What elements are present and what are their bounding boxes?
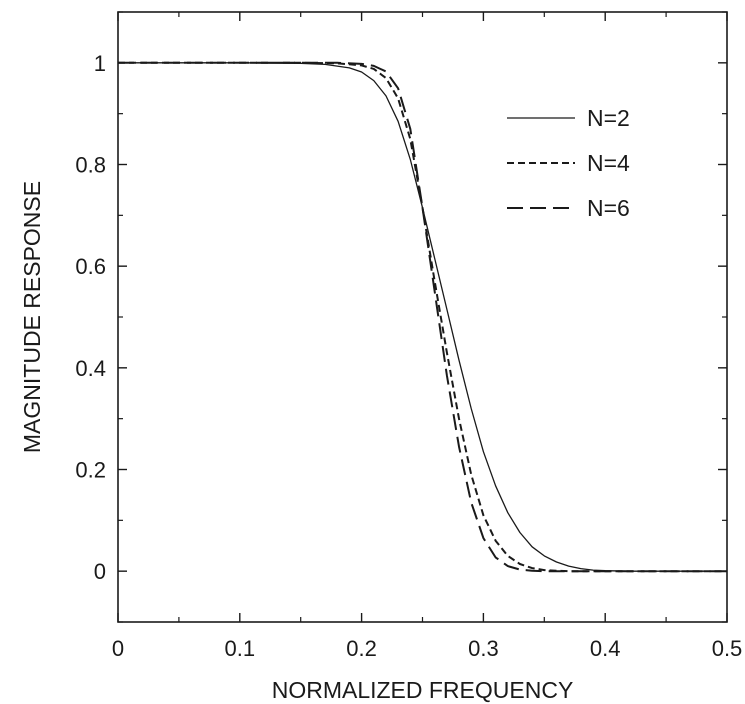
x-tick-label: 0.5 — [712, 636, 743, 661]
y-tick-label: 0.4 — [75, 356, 106, 381]
plot-frame — [117, 11, 728, 623]
y-axis-title: MAGNITUDE RESPONSE — [19, 181, 45, 453]
legend-label: N=2 — [587, 105, 630, 131]
x-tick-label: 0.2 — [346, 636, 377, 661]
x-tick-label: 0.3 — [468, 636, 499, 661]
tick-labels: 0 0.1 0.2 0.3 0.4 0.5 0 0.2 0.4 0.6 0.8 1 — [75, 51, 742, 661]
x-tick-label: 0 — [112, 636, 124, 661]
x-axis-title: NORMALIZED FREQUENCY — [272, 677, 574, 703]
legend: N=2 N=4 N=6 — [507, 105, 630, 221]
y-tick-label: 1 — [94, 51, 106, 76]
y-tick-label: 0.6 — [75, 254, 106, 279]
legend-label: N=4 — [587, 150, 630, 176]
y-tick-label: 0 — [94, 559, 106, 584]
series-line-n-6 — [118, 61, 727, 573]
x-tick-label: 0.4 — [590, 636, 621, 661]
y-tick-label: 0.8 — [75, 153, 106, 178]
y-tick-label: 0.2 — [75, 458, 106, 483]
data-series — [118, 61, 727, 573]
legend-label: N=6 — [587, 195, 630, 221]
series-line-n-2 — [118, 62, 727, 572]
x-tick-label: 0.1 — [225, 636, 256, 661]
